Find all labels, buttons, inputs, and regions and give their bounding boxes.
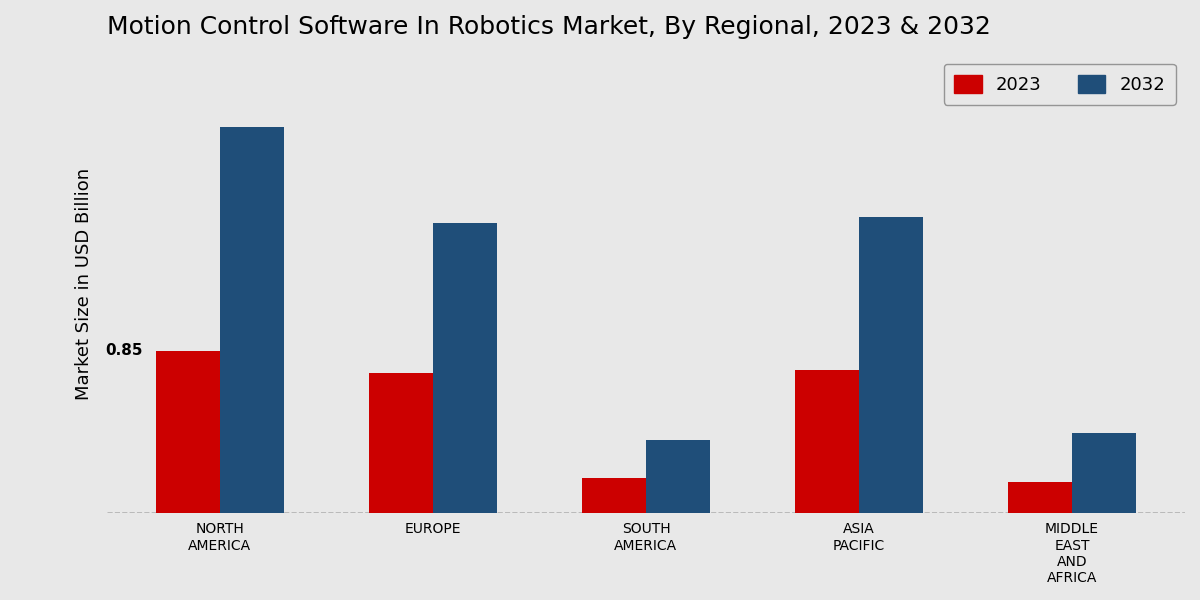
Bar: [646, 440, 710, 512]
Text: 0.85: 0.85: [106, 343, 143, 358]
Bar: [796, 370, 859, 512]
Bar: [368, 373, 433, 512]
Bar: [220, 127, 283, 512]
Bar: [1072, 433, 1136, 512]
Y-axis label: Market Size in USD Billion: Market Size in USD Billion: [74, 167, 94, 400]
Bar: [582, 478, 646, 512]
Legend: 2023, 2032: 2023, 2032: [943, 64, 1176, 105]
Bar: [433, 223, 497, 512]
Bar: [156, 350, 220, 512]
Bar: [1008, 482, 1072, 512]
Bar: [859, 217, 923, 512]
Text: Motion Control Software In Robotics Market, By Regional, 2023 & 2032: Motion Control Software In Robotics Mark…: [107, 15, 991, 39]
